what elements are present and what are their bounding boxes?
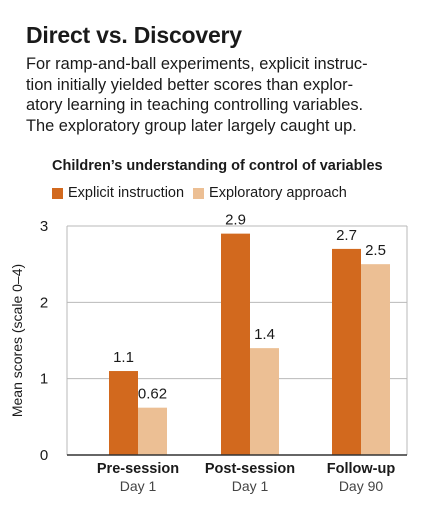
legend-swatch-explicit [52, 187, 63, 199]
bar-exploratory [250, 348, 279, 455]
legend-item-exploratory: Exploratory approach [193, 185, 347, 201]
bar-exploratory [138, 407, 167, 455]
chart-title: Children’s understanding of control of v… [52, 158, 383, 174]
x-category-label: Follow-up [327, 461, 396, 477]
headline: Direct vs. Discovery [26, 22, 242, 48]
y-tick-label: 1 [40, 371, 48, 388]
legend-item-explicit: Explicit instruction [52, 185, 184, 201]
dek-line: tion initially yielded better scores tha… [26, 75, 354, 94]
x-category-sublabel: Day 90 [339, 478, 384, 494]
data-label: 1.4 [254, 326, 275, 343]
x-category-sublabel: Day 1 [232, 478, 269, 494]
data-label: 0.62 [138, 386, 167, 403]
data-label: 1.1 [113, 349, 134, 366]
bar-exploratory [361, 264, 390, 455]
dek-text: For ramp-and-ball experiments, explicit … [26, 54, 441, 136]
y-axis-title: Mean scores (scale 0–4) [9, 264, 25, 417]
dek-line: atory learning in teaching controlling v… [26, 96, 364, 114]
chart-legend: Explicit instruction Exploratory approac… [52, 185, 356, 201]
data-label: 2.7 [336, 227, 357, 244]
bar-explicit [109, 371, 138, 455]
legend-swatch-exploratory [193, 187, 205, 199]
legend-label-exploratory: Exploratory approach [209, 185, 347, 201]
x-category-sublabel: Day 1 [120, 478, 157, 494]
y-tick-label: 2 [40, 294, 48, 311]
x-category-label: Post-session [205, 461, 295, 477]
dek-line: For ramp-and-ball experiments, explicit … [26, 55, 368, 73]
data-label: 2.9 [225, 212, 246, 229]
y-tick-label: 0 [40, 447, 48, 464]
dek-line: The exploratory group later largely caug… [26, 116, 357, 135]
bar-explicit [221, 233, 250, 455]
bar-explicit [332, 248, 361, 455]
y-tick-label: 3 [40, 218, 48, 235]
x-category-label: Pre-session [97, 461, 179, 477]
data-label: 2.5 [365, 242, 386, 259]
legend-label-explicit: Explicit instruction [68, 185, 185, 201]
